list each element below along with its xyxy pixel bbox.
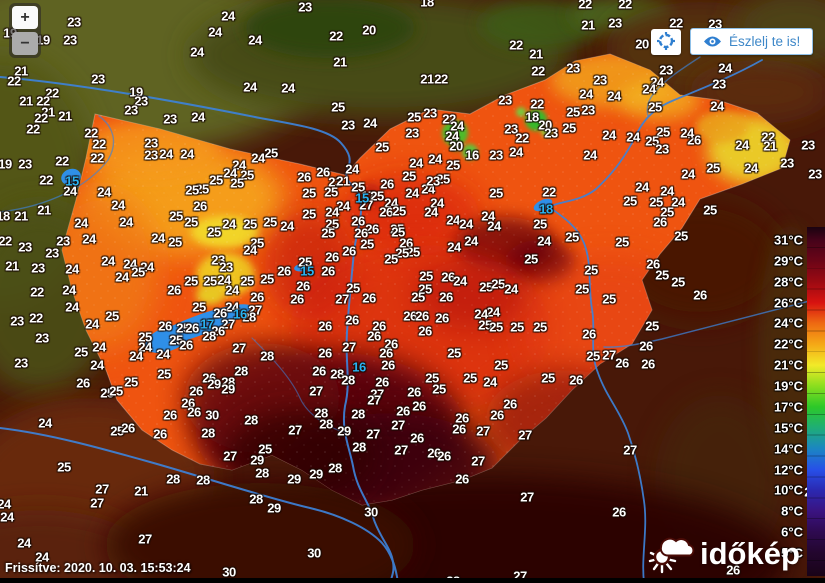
legend-label: 24°C: [773, 315, 803, 331]
locate-button[interactable]: [651, 29, 681, 55]
legend-label: 5°C: [781, 545, 803, 561]
legend-label: 22°C: [773, 336, 803, 352]
bottom-bar: [0, 578, 825, 583]
legend-label: 29°C: [773, 253, 803, 269]
zoom-out-button[interactable]: −: [12, 32, 38, 55]
legend-label: 6°C: [781, 524, 803, 540]
legend-label: 12°C: [773, 462, 803, 478]
lakes: [61, 168, 553, 353]
eye-icon: [703, 35, 722, 48]
legend-label: 10°C: [773, 482, 803, 498]
map-zoom-control: + −: [9, 3, 41, 58]
legend-label: 8°C: [781, 503, 803, 519]
observe-button[interactable]: Észlelj te is!: [690, 28, 814, 55]
legend-colorbar-lines: [807, 227, 825, 576]
legend-label: 14°C: [773, 441, 803, 457]
updated-timestamp: Frissítve: 2020. 10. 03. 15:53:24: [5, 561, 191, 575]
observe-button-label: Észlelj te is!: [729, 34, 801, 49]
legend-label: 26°C: [773, 295, 803, 311]
legend-label: 31°C: [773, 232, 803, 248]
cloud-sun-icon: [648, 528, 696, 579]
legend-label: 19°C: [773, 378, 803, 394]
legend-label: 28°C: [773, 274, 803, 290]
crosshair-icon: [656, 31, 676, 54]
logo-text: időkép: [700, 535, 800, 571]
legend-colorbar: [807, 227, 825, 576]
idokep-logo: időkép: [648, 528, 800, 579]
rivers: [0, 56, 825, 583]
legend-label: 17°C: [773, 399, 803, 415]
zoom-in-button[interactable]: +: [12, 6, 38, 29]
legend-label: 21°C: [773, 357, 803, 373]
legend-label: 15°C: [773, 420, 803, 436]
